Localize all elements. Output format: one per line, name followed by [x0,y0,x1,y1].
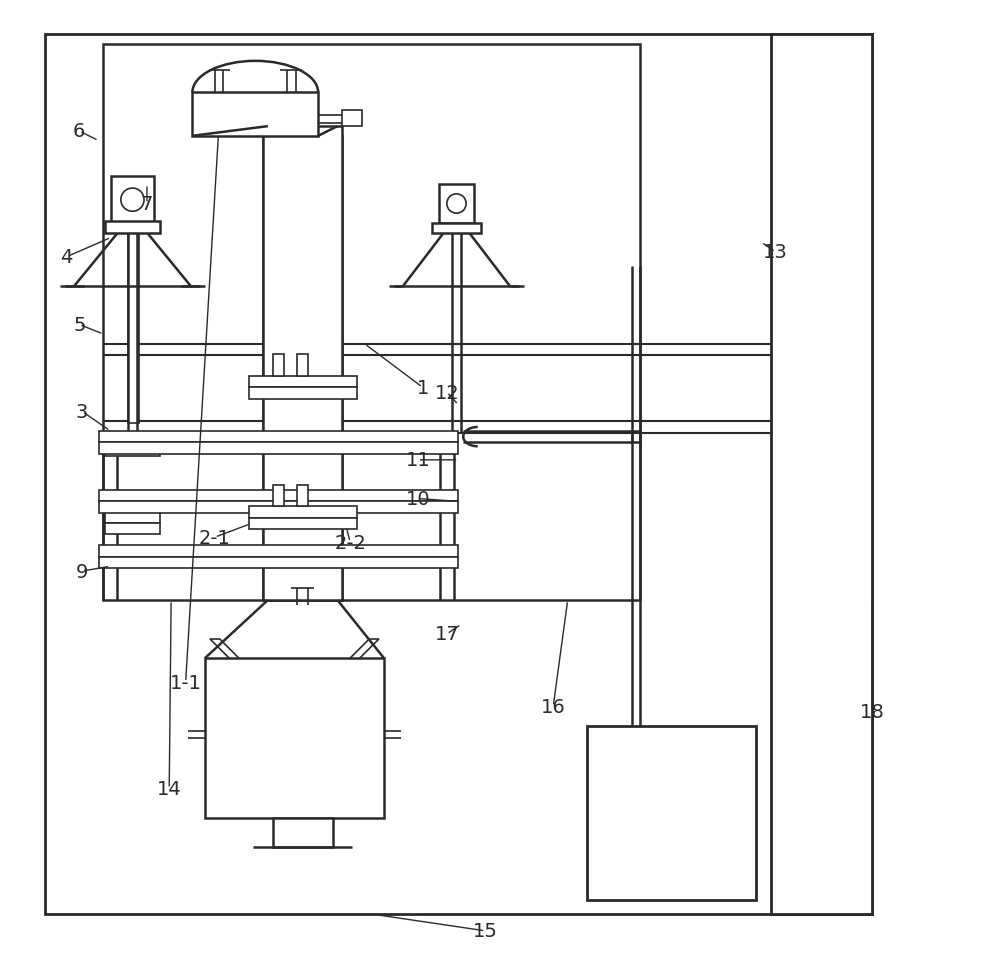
Text: 18: 18 [860,703,885,721]
Bar [99,431,458,443]
Bar [297,485,308,507]
Text: 4: 4 [60,248,73,266]
Bar [99,502,458,514]
Bar [249,388,357,399]
Bar [432,224,481,234]
Bar [128,224,139,423]
Text: 5: 5 [73,316,86,334]
Bar [273,818,333,847]
Bar [205,658,384,818]
Bar [273,485,284,507]
Text: 2-1: 2-1 [199,528,231,547]
Text: 13: 13 [763,243,788,262]
Bar [249,376,357,388]
Text: 14: 14 [157,779,182,798]
Text: 10: 10 [405,489,430,509]
Bar [273,355,284,376]
Bar [297,355,308,376]
Bar [249,507,357,518]
Bar [111,177,154,224]
Bar [342,110,362,127]
Bar [45,35,872,915]
Text: 2-2: 2-2 [334,533,366,552]
Bar [587,726,756,900]
Text: 17: 17 [434,625,459,643]
Text: 1-1: 1-1 [170,673,202,692]
Bar [99,443,458,454]
Text: 15: 15 [473,922,498,940]
Bar [99,490,458,502]
Bar [105,523,160,535]
Bar [105,512,160,523]
Bar [263,127,342,601]
Text: 8: 8 [286,103,298,122]
Bar [99,557,458,569]
Text: 3: 3 [76,402,88,422]
Text: 7: 7 [141,195,153,214]
Bar [439,185,474,224]
Bar [99,546,458,557]
Text: 11: 11 [405,451,430,470]
Text: 6: 6 [73,122,85,141]
Bar [105,445,160,456]
Text: 16: 16 [541,698,566,716]
Bar [263,137,342,344]
Bar [105,433,160,445]
Text: 9: 9 [76,562,88,581]
Text: 1: 1 [416,378,429,397]
Text: 12: 12 [434,383,459,402]
Bar [103,45,640,601]
Bar [249,518,357,530]
Bar [192,93,318,137]
Bar [263,344,342,601]
Bar [771,35,872,915]
Bar [105,222,160,234]
